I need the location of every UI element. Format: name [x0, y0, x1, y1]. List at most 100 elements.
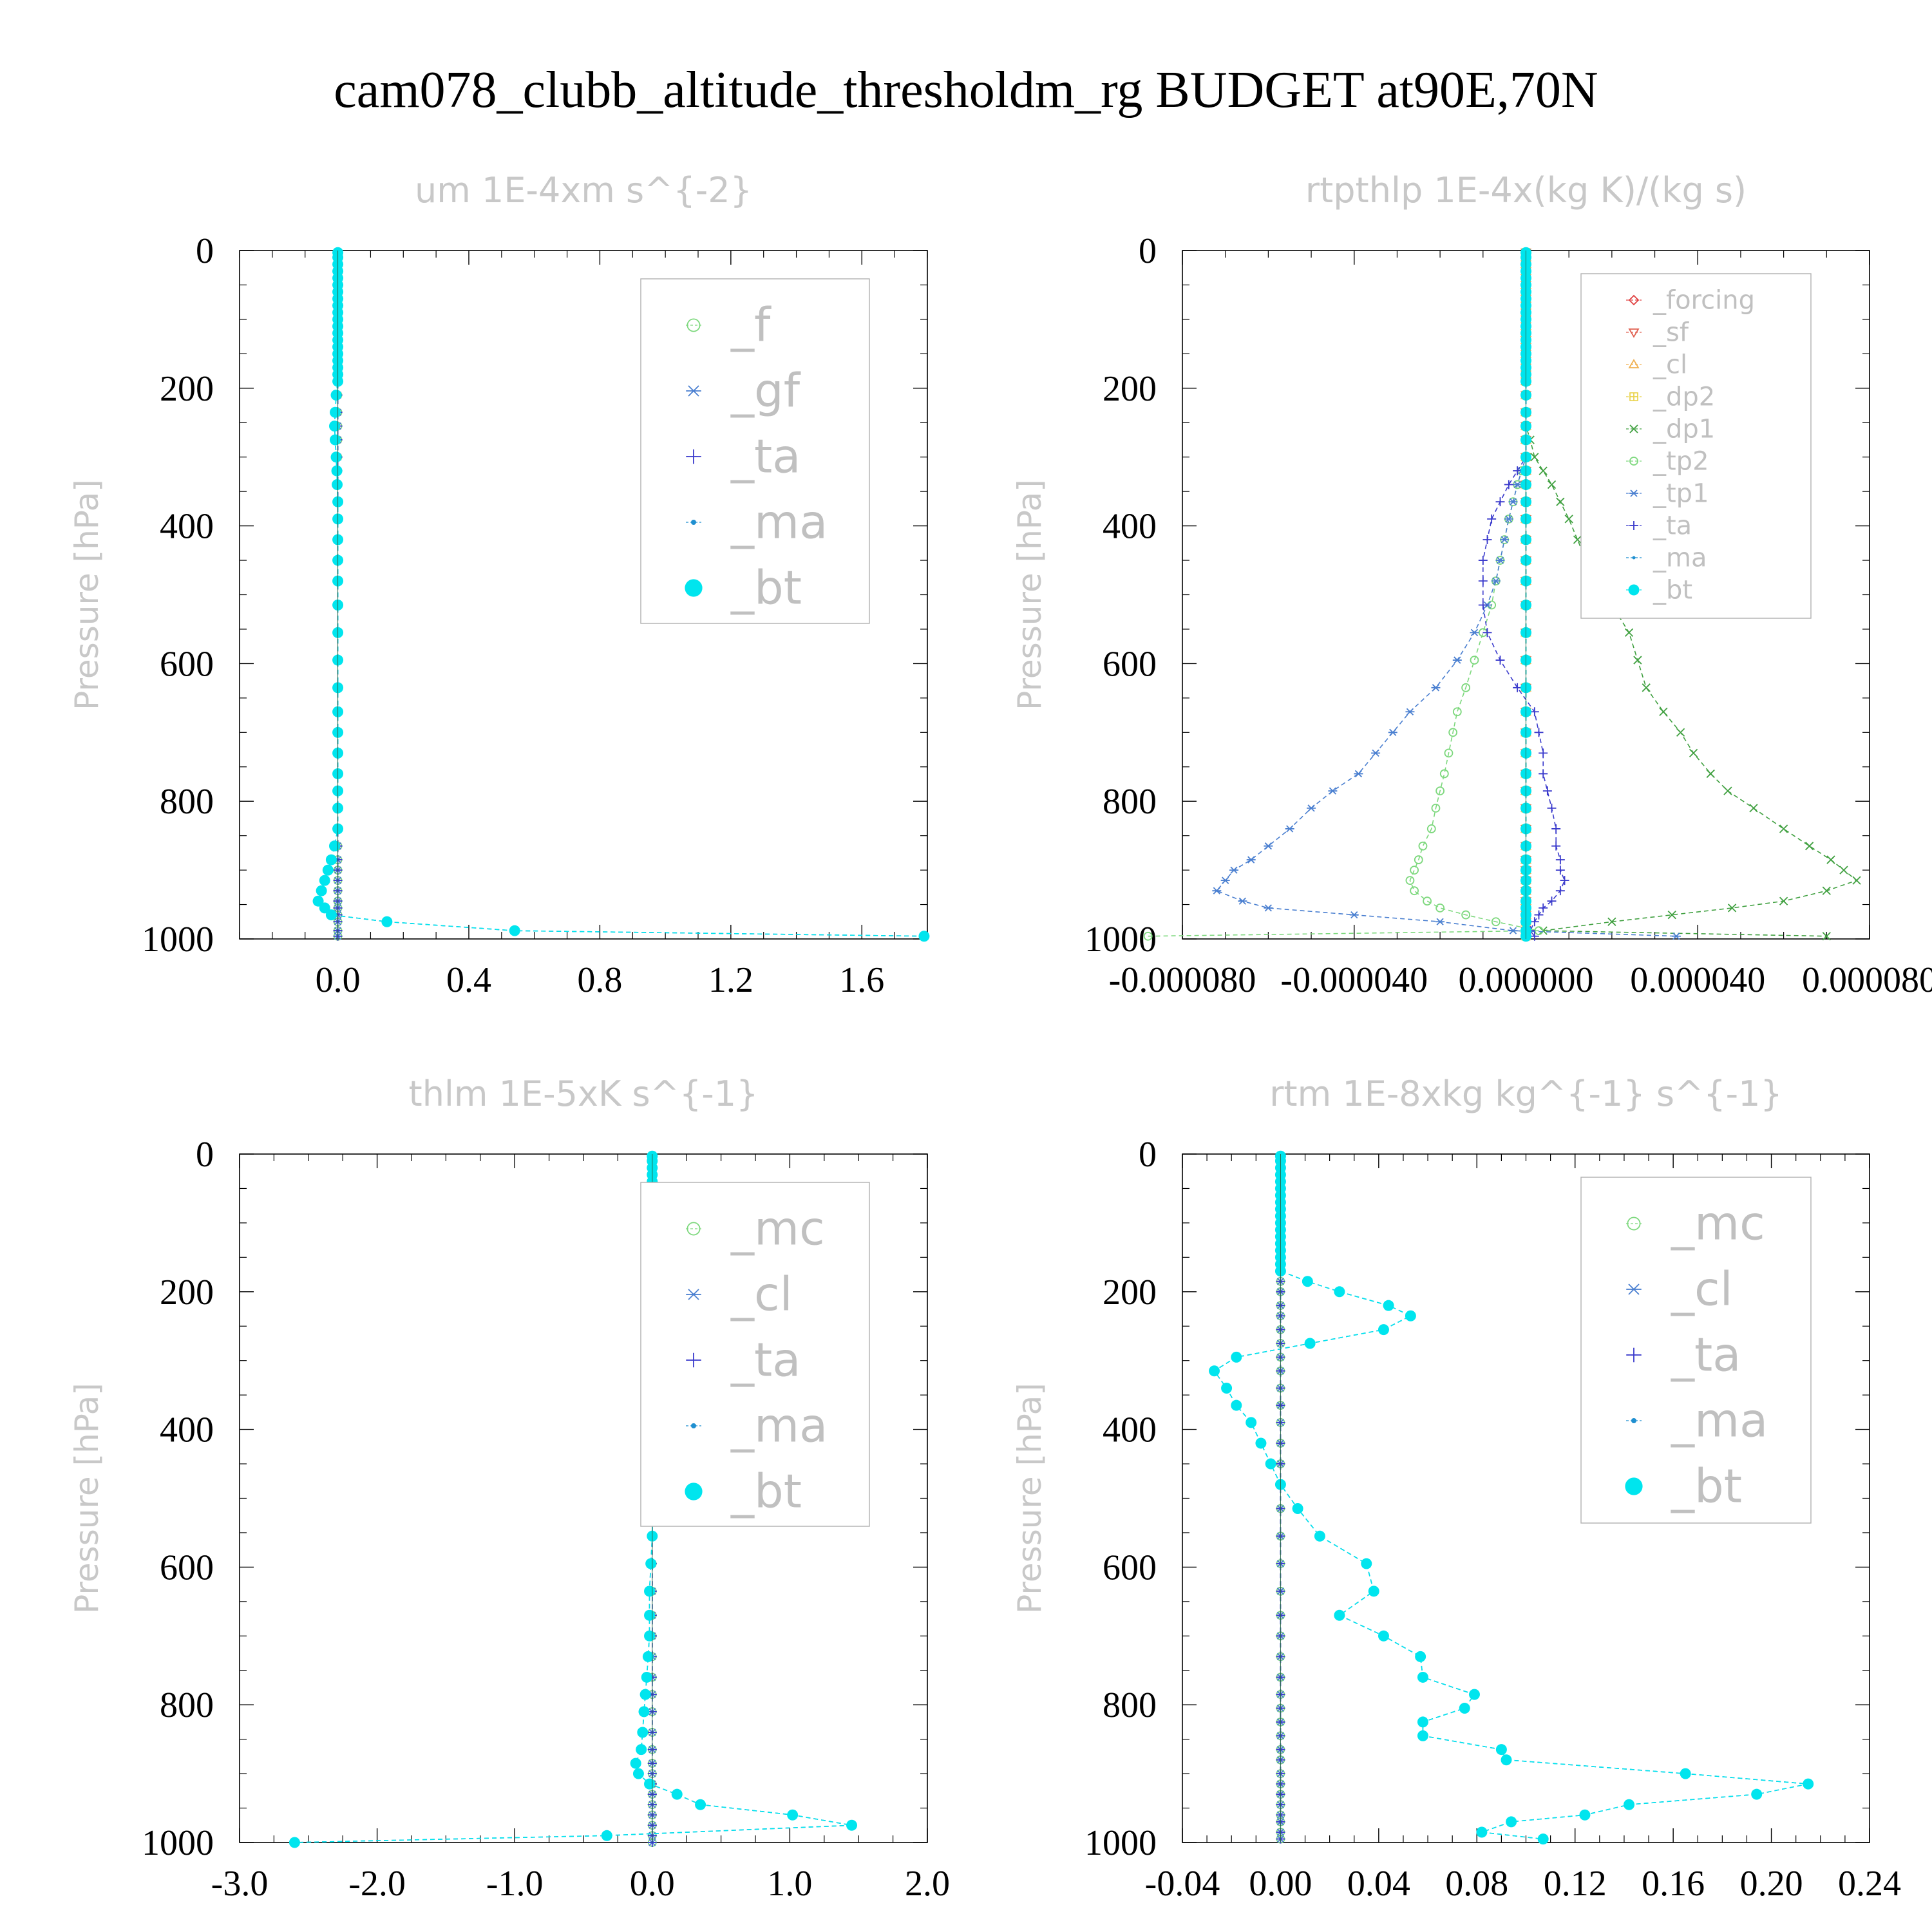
x-tick-label: 0.000040 — [1630, 960, 1765, 1000]
data-point — [644, 1609, 656, 1621]
x-tick-label: -0.000040 — [1280, 960, 1428, 1000]
legend-entry: _bt — [685, 560, 802, 614]
y-axis-label: Pressure [hPa] — [1011, 479, 1048, 710]
y-tick-label: 600 — [1103, 1548, 1157, 1587]
legend-entry: _bt — [1626, 576, 1692, 605]
data-point — [644, 1778, 656, 1790]
data-point — [1573, 535, 1582, 544]
data-point — [1482, 628, 1492, 638]
data-point — [1530, 917, 1539, 927]
data-point — [1414, 855, 1423, 864]
legend-box — [1580, 1177, 1812, 1524]
data-point — [1803, 1778, 1814, 1790]
data-point — [1314, 1530, 1325, 1542]
y-tick-label: 200 — [1103, 1273, 1157, 1312]
data-point — [1212, 887, 1222, 895]
chart-panel-4: rtm 1E-8xkg kg^{-1} s^{-1} Pressure [hPa]… — [1011, 1074, 1901, 1904]
data-point — [1671, 933, 1681, 940]
y-tick-label: 1000 — [1084, 920, 1157, 960]
data-point — [319, 875, 330, 886]
data-point — [1461, 910, 1471, 920]
data-point — [1368, 1586, 1379, 1597]
legend-entry: _ta — [686, 429, 800, 483]
x-tick-label: 0.16 — [1642, 1864, 1705, 1904]
legend-entry: _ta — [686, 1332, 800, 1387]
data-point — [1805, 842, 1814, 851]
data-point — [1659, 707, 1668, 716]
data-point — [1551, 824, 1561, 833]
legend-label: _ma — [730, 1398, 828, 1452]
data-point — [1478, 600, 1488, 610]
legend-entry: _dp1 — [1626, 415, 1715, 444]
data-point — [695, 1799, 706, 1810]
data-point — [1491, 577, 1501, 585]
data-point — [1500, 536, 1510, 544]
x-tick-label: 0.4 — [446, 960, 491, 1000]
legend-label: _ta — [730, 1332, 800, 1387]
data-point — [1461, 683, 1471, 692]
data-point — [1539, 903, 1548, 913]
data-point — [1444, 748, 1454, 758]
legend-entry: _dp2 — [1626, 383, 1715, 412]
y-tick-label: 200 — [160, 1273, 214, 1312]
data-point — [1508, 498, 1518, 506]
y-tick-label: 0 — [196, 1135, 214, 1175]
legend-entry: _ta — [1626, 1327, 1741, 1381]
data-point — [1388, 728, 1397, 736]
data-point — [1539, 769, 1548, 779]
x-tick-label: -3.0 — [211, 1864, 269, 1904]
legend-label: _ta — [730, 429, 800, 483]
data-point — [632, 1768, 644, 1779]
y-tick-label: 600 — [160, 1548, 214, 1587]
data-point — [1417, 1716, 1428, 1728]
data-point — [1470, 629, 1479, 636]
data-point — [1292, 1503, 1303, 1515]
legend-entry: _forcing — [1626, 286, 1755, 316]
data-point — [1534, 728, 1544, 737]
legend-label: _ma — [1671, 1393, 1768, 1447]
data-point — [1680, 1768, 1691, 1779]
data-point — [1624, 1799, 1635, 1810]
data-point — [1667, 910, 1676, 920]
legend-box — [1580, 273, 1812, 619]
chart-panel-2: rtpthlp 1E-4x(kg K)/(kg s) Pressure [hPa]… — [1011, 170, 1932, 1000]
data-point — [1676, 728, 1685, 737]
data-point — [1539, 466, 1548, 475]
data-point — [1349, 911, 1359, 919]
legend-label: _tp2 — [1653, 447, 1709, 477]
legend-entry: _ma — [686, 1398, 828, 1452]
data-point — [1723, 786, 1732, 795]
data-point — [1579, 1809, 1591, 1821]
x-tick-label: 0.12 — [1544, 1864, 1607, 1904]
legend-entry: _ta — [1626, 511, 1692, 541]
data-point — [1501, 1754, 1512, 1766]
data-point — [1435, 903, 1445, 913]
data-point — [1551, 841, 1561, 851]
legend-entry: _ma — [1626, 1393, 1768, 1447]
y-tick-label: 200 — [1103, 369, 1157, 409]
legend-box — [640, 278, 870, 624]
data-point — [1779, 896, 1788, 905]
x-tick-label: 0.8 — [577, 960, 622, 1000]
legend: _f _gf _ta _ma _bt — [640, 278, 870, 624]
data-point — [1378, 1630, 1389, 1642]
data-point — [319, 902, 330, 914]
legend-label: _sf — [1653, 318, 1689, 348]
data-point — [1220, 876, 1230, 884]
legend-entry: _mc — [1626, 1196, 1765, 1250]
legend-entry: _ma — [686, 495, 828, 549]
y-tick-label: 600 — [160, 644, 214, 684]
data-point — [1405, 876, 1415, 886]
legend-label: _bt — [1671, 1459, 1742, 1513]
data-point — [1689, 748, 1698, 758]
data-point — [1415, 1651, 1426, 1662]
x-tick-label: 1.6 — [839, 960, 884, 1000]
y-tick-label: 1000 — [142, 920, 214, 960]
y-tick-label: 800 — [160, 1685, 214, 1725]
data-point — [1410, 866, 1419, 875]
legend-label: _cl — [1653, 350, 1687, 380]
series-line — [1215, 252, 1676, 937]
y-tick-label: 1000 — [142, 1823, 214, 1863]
data-point — [1826, 855, 1835, 864]
